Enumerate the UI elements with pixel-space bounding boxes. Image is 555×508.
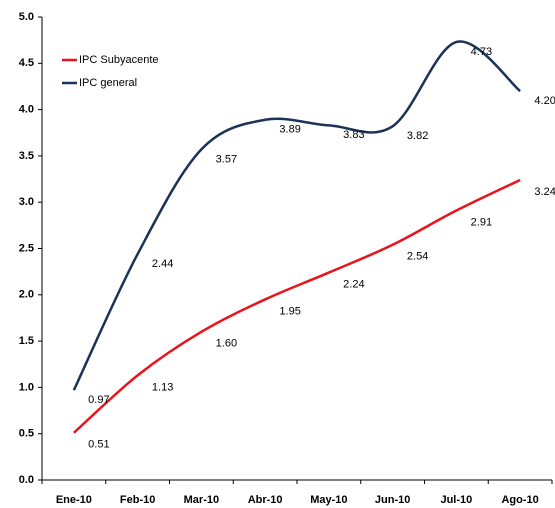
x-tick-label: May-10 — [310, 494, 347, 506]
data-label: 2.44 — [152, 258, 173, 270]
y-tick-label: 3.0 — [19, 196, 34, 208]
data-label: 3.83 — [343, 129, 364, 141]
data-label: 4.73 — [471, 46, 492, 58]
y-tick-label: 2.0 — [19, 289, 34, 301]
y-tick-label: 4.0 — [19, 104, 34, 116]
y-tick-label: 5.0 — [19, 11, 34, 23]
data-label: 2.54 — [407, 251, 428, 263]
legend-label: IPC general — [79, 77, 137, 89]
legend-label: IPC Subyacente — [79, 54, 159, 66]
x-tick-label: Abr-10 — [248, 494, 283, 506]
y-tick-label: 0.5 — [19, 428, 34, 440]
data-label: 1.95 — [279, 305, 300, 317]
x-tick-label: Jun-10 — [375, 494, 410, 506]
data-label: 2.91 — [471, 216, 492, 228]
data-label: 3.24 — [534, 186, 555, 198]
y-tick-label: 0.0 — [19, 474, 34, 486]
line — [73, 178, 521, 434]
y-tick-label: 2.5 — [19, 242, 34, 254]
x-tick-label: Feb-10 — [120, 494, 155, 506]
y-tick-label: 3.5 — [19, 150, 34, 162]
data-label: 2.24 — [343, 278, 364, 290]
x-tick-label: Mar-10 — [184, 494, 219, 506]
data-label: 0.51 — [88, 439, 109, 451]
data-label: 3.82 — [407, 130, 428, 142]
x-tick-label: Ene-10 — [56, 494, 92, 506]
x-tick-label: Ago-10 — [501, 494, 538, 506]
data-label: 3.57 — [216, 153, 237, 165]
data-label: 1.13 — [152, 381, 173, 393]
y-tick-label: 1.5 — [19, 335, 34, 347]
y-tick-label: 4.5 — [19, 57, 34, 69]
data-label: 1.60 — [216, 338, 237, 350]
y-tick-label: 1.0 — [19, 381, 34, 393]
line — [72, 40, 521, 391]
data-label: 0.97 — [88, 394, 109, 406]
data-label: 3.89 — [279, 124, 300, 136]
data-label: 4.20 — [534, 95, 555, 107]
x-tick-label: Jul-10 — [440, 494, 472, 506]
